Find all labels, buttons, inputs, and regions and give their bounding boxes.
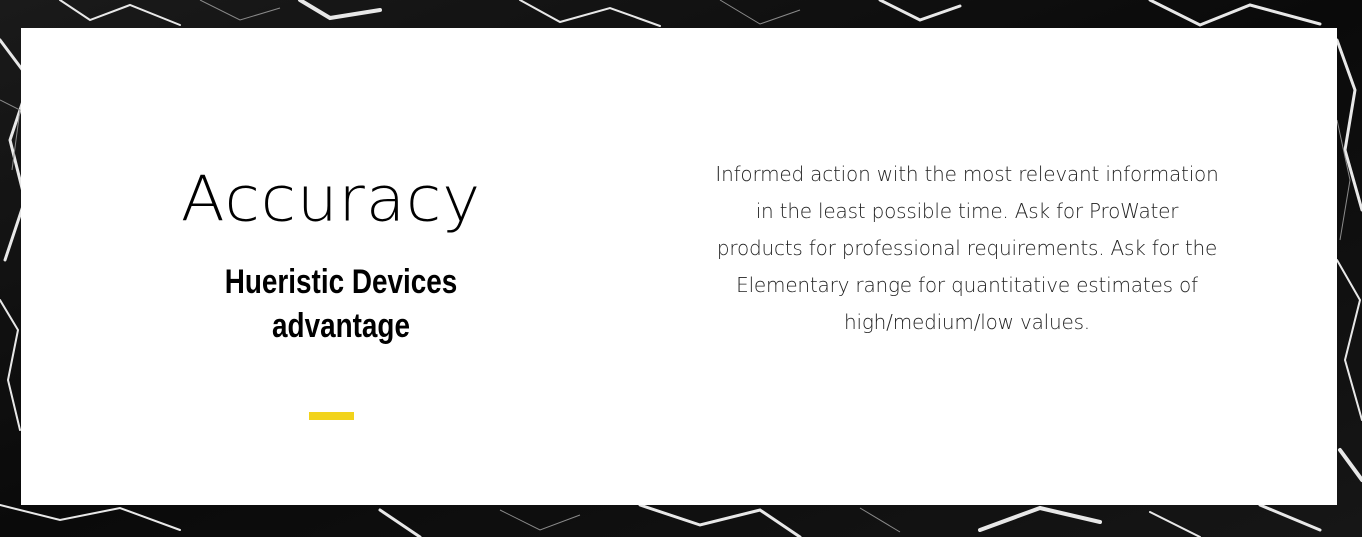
content-card: Accuracy Hueristic Devices advantage Inf… xyxy=(21,28,1337,505)
section-title: Accuracy xyxy=(180,163,482,237)
accent-divider xyxy=(309,412,354,420)
section-description: Informed action with the most relevant i… xyxy=(715,162,1219,334)
heading-column: Accuracy Hueristic Devices advantage xyxy=(21,28,661,505)
section-subtitle: Hueristic Devices advantage xyxy=(224,263,458,345)
